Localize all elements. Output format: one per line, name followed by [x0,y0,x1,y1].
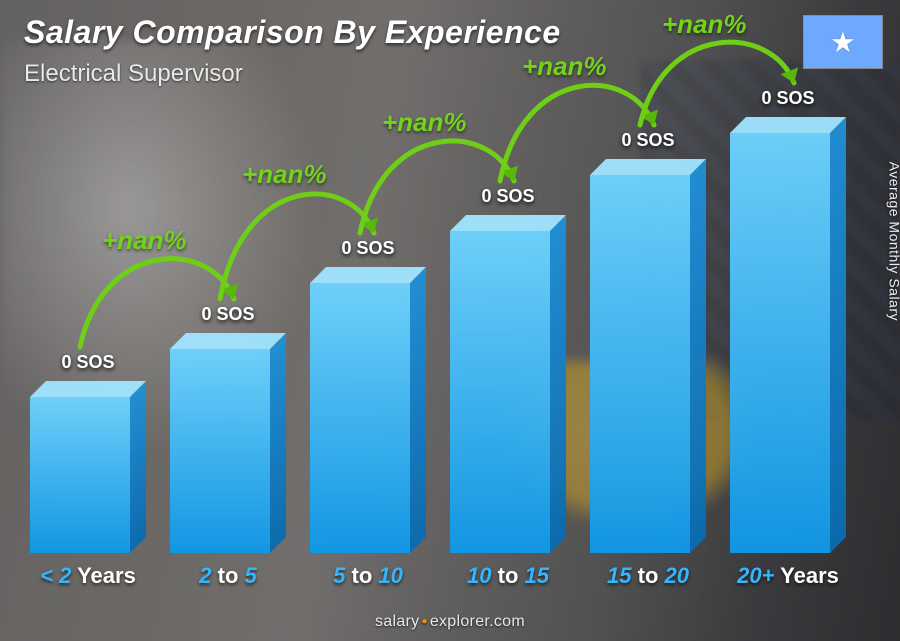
footer-brand: salary●explorer.com [0,613,900,631]
category-label: 20+ Years [737,563,839,589]
chart-stage: Salary Comparison By Experience Electric… [0,0,900,641]
flag-somalia: ★ [804,16,882,68]
y-axis-label: Average Monthly Salary [886,161,900,320]
brand-suffix: explorer [430,613,489,630]
bar [310,283,426,553]
bar [450,231,566,553]
category-label: 5 to 10 [333,563,403,589]
brand-domain: .com [489,613,525,630]
bar-value-label: 0 SOS [718,88,858,109]
bar-value-label: 0 SOS [18,352,158,373]
bar-value-label: 0 SOS [578,130,718,151]
bar-value-label: 0 SOS [298,238,438,259]
bar-value-label: 0 SOS [438,186,578,207]
chart-title: Salary Comparison By Experience [24,14,561,51]
bar [30,397,146,553]
category-label: 2 to 5 [199,563,257,589]
pct-change-label: +nan% [102,225,187,256]
brand-prefix: salary [375,613,419,630]
bar [170,349,286,553]
brand-dot-icon: ● [419,616,429,627]
star-icon: ★ [830,25,856,60]
plot-area: 0 SOS< 2 Years0 SOS2 to 50 SOS5 to 100 S… [30,93,860,553]
bar [730,133,846,553]
category-label: < 2 Years [40,563,136,589]
chart-subtitle: Electrical Supervisor [24,60,243,88]
category-label: 10 to 15 [467,563,549,589]
bar-value-label: 0 SOS [158,304,298,325]
pct-change-label: +nan% [382,107,467,138]
bar [590,175,706,553]
category-label: 15 to 20 [607,563,689,589]
pct-change-label: +nan% [522,51,607,82]
pct-change-label: +nan% [662,9,747,40]
pct-change-label: +nan% [242,159,327,190]
